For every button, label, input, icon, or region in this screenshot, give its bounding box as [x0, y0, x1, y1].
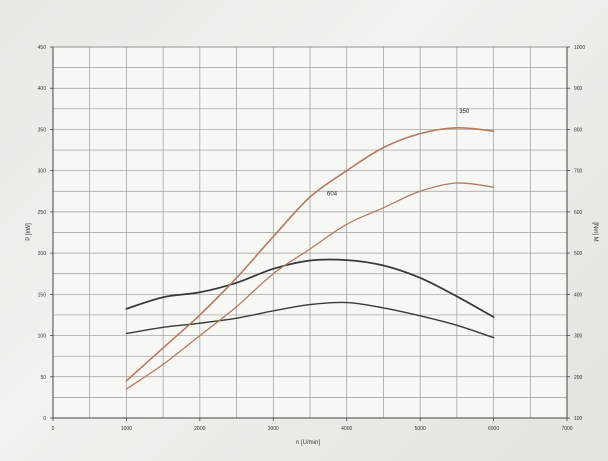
y-right-tick-label: 1000 — [574, 45, 585, 51]
y-left-tick-label: 50 — [40, 375, 46, 381]
x-tick-label: 2000 — [194, 426, 205, 432]
y-right-tick-label: 500 — [574, 251, 583, 257]
x-tick-label: 7000 — [561, 426, 572, 432]
y-right-tick-labels: 100 200 300 400 500 600 700 800 900 1000 — [567, 45, 585, 422]
y-left-tick-label: 450 — [38, 45, 47, 51]
series-label-3: 350 — [459, 109, 470, 115]
y-left-tick-label: 250 — [38, 210, 47, 216]
grid — [52, 46, 568, 419]
x-tick-label: 6000 — [488, 426, 499, 432]
y-right-axis-title: [Nm] M — [592, 222, 598, 241]
series-lines — [125, 126, 495, 390]
x-tick-label: 1000 — [121, 426, 132, 432]
y-right-tick-label: 600 — [574, 210, 583, 216]
series-line-1 — [125, 258, 495, 318]
x-tick-label: 4000 — [341, 426, 352, 432]
x-tick-label: 3000 — [268, 426, 279, 432]
y-left-tick-labels: 0 50 100 150 200 250 300 350 400 450 — [38, 45, 53, 422]
y-right-tick-label: 700 — [574, 169, 583, 175]
y-left-tick-label: 300 — [38, 169, 47, 175]
y-left-tick-label: 350 — [38, 127, 47, 133]
y-left-axis-title: P [kW] — [26, 223, 32, 241]
series-line-4 — [125, 182, 495, 390]
series-labels: 604 350 — [327, 109, 470, 197]
x-axis-title: n [U/min] — [296, 440, 320, 446]
y-left-tick-label: 100 — [38, 334, 47, 340]
x-tick-label: 5000 — [415, 426, 426, 432]
y-right-tick-label: 800 — [574, 127, 583, 133]
series-line-3 — [125, 126, 495, 382]
series-label-1: 604 — [327, 191, 338, 197]
y-right-tick-label: 400 — [574, 292, 583, 298]
y-right-tick-label: 100 — [574, 416, 583, 422]
x-tick-labels: 0 1000 2000 3000 4000 5000 6000 7000 — [52, 418, 573, 432]
y-left-tick-label: 150 — [38, 292, 47, 298]
y-left-tick-label: 200 — [38, 251, 47, 257]
axes — [52, 46, 568, 419]
y-right-tick-label: 200 — [574, 375, 583, 381]
y-left-tick-label: 0 — [43, 416, 46, 422]
y-right-tick-label: 300 — [574, 334, 583, 340]
y-left-tick-label: 400 — [38, 86, 47, 92]
y-right-tick-label: 900 — [574, 86, 583, 92]
x-tick-label: 0 — [52, 426, 55, 432]
